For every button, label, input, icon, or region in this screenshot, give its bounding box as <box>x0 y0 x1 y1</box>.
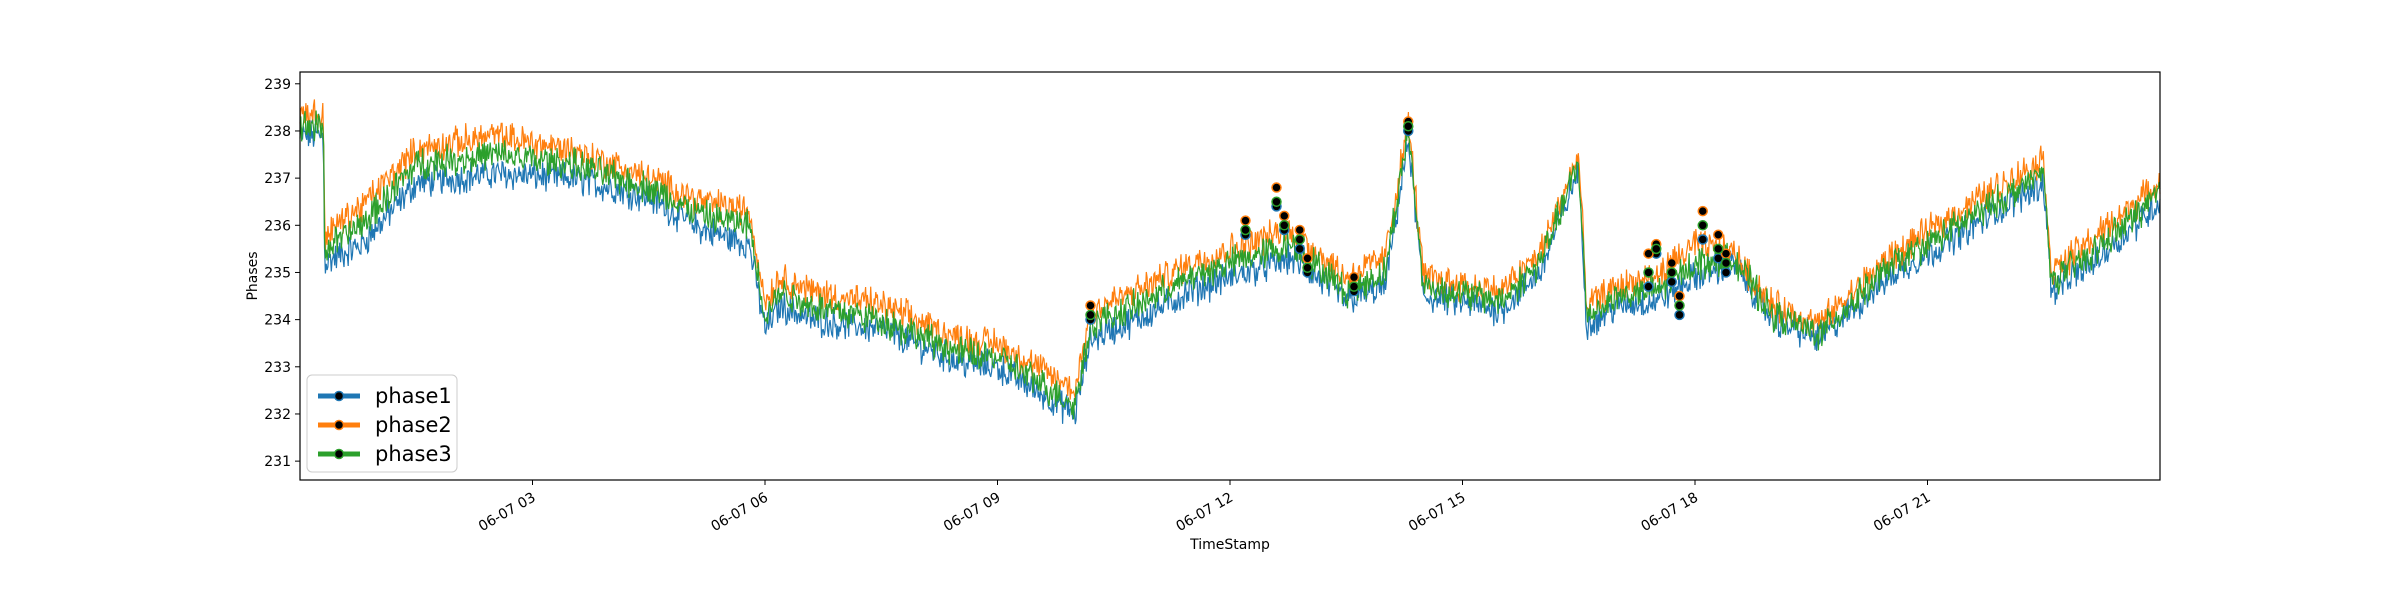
y-tick-label: 237 <box>264 171 291 187</box>
y-tick-label: 234 <box>264 313 291 329</box>
data-point-marker-phase3 <box>1666 267 1677 278</box>
legend-label-phase3: phase3 <box>375 442 452 466</box>
x-tick-label: 06-07 03 <box>476 490 539 535</box>
data-point-marker-phase1 <box>1643 281 1654 292</box>
data-point-marker-phase3 <box>1294 234 1305 245</box>
x-tick-label: 06-07 18 <box>1638 490 1701 535</box>
legend-marker-phase3 <box>333 448 345 460</box>
data-point-marker-phase3 <box>1271 196 1282 207</box>
x-tick-label: 06-07 09 <box>941 490 1004 535</box>
legend: phase1 phase2 phase3 <box>306 374 458 473</box>
data-point-marker-phase1 <box>1666 276 1677 288</box>
series-layer <box>299 99 2161 425</box>
data-point-marker-phase1 <box>1674 309 1685 321</box>
x-tick-label: 06-07 21 <box>1871 490 1934 535</box>
legend-label-phase1: phase1 <box>375 384 452 408</box>
y-tick-label: 236 <box>264 218 291 234</box>
data-point-marker-phase3 <box>1720 257 1732 269</box>
y-tick-label: 235 <box>264 265 291 281</box>
y-tick-label: 231 <box>264 454 291 470</box>
data-point-marker-phase1 <box>1697 234 1708 245</box>
data-point-marker-phase3 <box>1348 281 1360 292</box>
y-tick-label: 233 <box>264 360 291 376</box>
data-point-marker-phase2 <box>1302 253 1313 264</box>
data-point-marker-phase2 <box>1294 224 1305 236</box>
data-point-marker-phase3 <box>1651 243 1662 255</box>
data-point-marker-phase3 <box>1674 300 1685 311</box>
legend-marker-phase2 <box>333 419 345 431</box>
series-line-phase1 <box>299 120 2161 425</box>
marker-layer <box>1085 116 1732 325</box>
x-tick-label: 06-07 15 <box>1406 490 1469 535</box>
data-point-marker-phase2 <box>1085 300 1096 311</box>
data-point-marker-phase2 <box>1348 271 1360 283</box>
y-tick-label: 232 <box>264 407 291 423</box>
data-point-marker-phase1 <box>1294 243 1305 255</box>
legend-label-phase2: phase2 <box>375 413 452 437</box>
data-point-marker-phase2 <box>1697 205 1708 217</box>
legend-box <box>306 374 458 473</box>
legend-marker-phase1 <box>333 390 345 402</box>
data-point-marker-phase2 <box>1713 229 1724 240</box>
x-tick-label: 06-07 12 <box>1173 490 1236 535</box>
data-point-marker-phase3 <box>1240 224 1251 236</box>
series-line-phase3 <box>299 110 2161 420</box>
data-point-marker-phase3 <box>1403 120 1414 132</box>
data-point-marker-phase3 <box>1085 309 1096 321</box>
data-point-marker-phase3 <box>1643 267 1654 278</box>
x-axis: 06-07 03 06-07 06 06-07 09 06-07 12 06-07 15… <box>476 480 1934 535</box>
y-tick-label: 238 <box>264 124 291 140</box>
x-tick-label: 06-07 06 <box>708 490 771 535</box>
data-point-marker-phase3 <box>1279 220 1290 231</box>
series-line-phase2 <box>299 99 2161 400</box>
data-point-marker-phase3 <box>1713 243 1724 255</box>
data-point-marker-phase3 <box>1302 262 1313 273</box>
y-axis: 231 232 233 234 235 236 237 238 239 <box>264 77 300 470</box>
x-axis-label: TimeStamp <box>1189 537 1270 553</box>
data-point-marker-phase3 <box>1697 220 1708 231</box>
y-tick-label: 239 <box>264 77 291 93</box>
data-point-marker-phase2 <box>1674 290 1685 302</box>
y-axis-label: Phases <box>245 251 261 300</box>
data-point-marker-phase2 <box>1666 257 1677 269</box>
data-point-marker-phase2 <box>1279 210 1290 222</box>
data-point-marker-phase2 <box>1271 182 1282 193</box>
data-point-marker-phase1 <box>1720 267 1732 278</box>
data-point-marker-phase2 <box>1240 215 1251 226</box>
data-point-marker-phase2 <box>1643 248 1654 259</box>
